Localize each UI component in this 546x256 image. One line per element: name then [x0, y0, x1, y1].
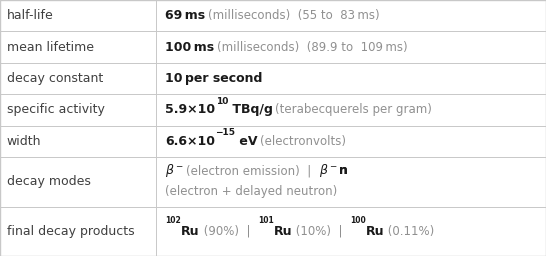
Text: 69 ms: 69 ms: [165, 9, 205, 22]
Text: (0.11%): (0.11%): [384, 225, 435, 238]
Text: TBq/g: TBq/g: [228, 103, 273, 116]
Text: n: n: [339, 164, 348, 177]
Text: mean lifetime: mean lifetime: [7, 41, 93, 54]
Text: 101: 101: [258, 216, 274, 225]
Text: final decay products: final decay products: [7, 225, 134, 238]
Text: Ru: Ru: [366, 225, 384, 238]
Text: (electron + delayed neutron): (electron + delayed neutron): [165, 185, 337, 198]
Text: 102: 102: [165, 216, 181, 225]
Text: 10: 10: [216, 97, 228, 106]
Text: width: width: [7, 135, 41, 148]
Text: (electronvolts): (electronvolts): [260, 135, 346, 148]
Text: (milliseconds)  (55 to  83 ms): (milliseconds) (55 to 83 ms): [207, 9, 379, 22]
Text: (terabecquerels per gram): (terabecquerels per gram): [275, 103, 432, 116]
Text: half-life: half-life: [7, 9, 54, 22]
Text: Ru: Ru: [274, 225, 292, 238]
Text: n: n: [339, 164, 348, 177]
Text: $\it{\beta}^-$: $\it{\beta}^-$: [165, 163, 185, 179]
Text: specific activity: specific activity: [7, 103, 104, 116]
Text: (electron emission)  |: (electron emission) |: [186, 164, 319, 177]
Text: 100 ms: 100 ms: [165, 41, 215, 54]
Text: (milliseconds)  (89.9 to  109 ms): (milliseconds) (89.9 to 109 ms): [217, 41, 407, 54]
Text: 6.6×10: 6.6×10: [165, 135, 216, 148]
Text: (90%)  |: (90%) |: [200, 225, 258, 238]
Text: decay constant: decay constant: [7, 72, 103, 85]
Text: 100: 100: [350, 216, 366, 225]
Text: eV: eV: [235, 135, 258, 148]
Text: (10%)  |: (10%) |: [292, 225, 350, 238]
Text: $\it{\beta}^-$: $\it{\beta}^-$: [319, 163, 338, 179]
Text: decay modes: decay modes: [7, 175, 91, 188]
Text: −15: −15: [216, 128, 235, 137]
Text: 5.9×10: 5.9×10: [165, 103, 216, 116]
Text: 10 per second: 10 per second: [165, 72, 263, 85]
Text: Ru: Ru: [181, 225, 200, 238]
